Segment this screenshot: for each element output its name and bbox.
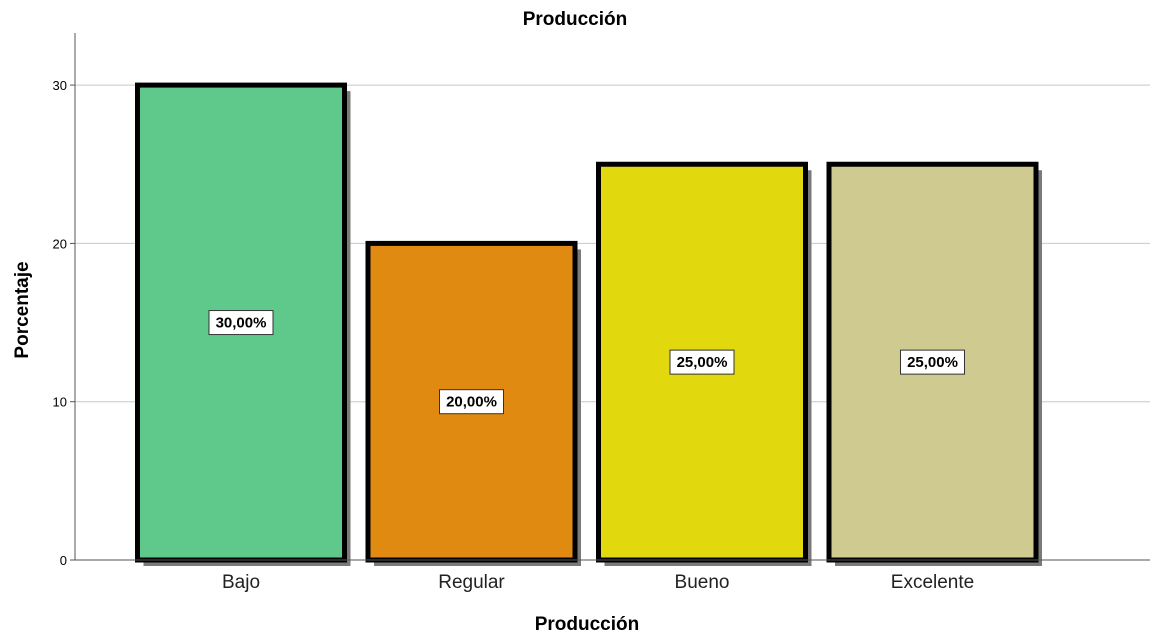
x-tick-label: Excelente [891, 572, 974, 593]
y-tick-label: 20 [53, 236, 67, 251]
data-label: 20,00% [446, 394, 497, 411]
chart-title: Producción [523, 9, 628, 30]
x-axis-title: Producción [535, 614, 640, 633]
data-label: 25,00% [907, 354, 958, 371]
data-label: 30,00% [216, 315, 267, 332]
y-axis-title: Porcentaje [12, 261, 33, 358]
bars [135, 82, 1042, 566]
y-tick-label: 30 [53, 78, 67, 93]
x-tick-labels: Bajo Regular Bueno Excelente [222, 572, 974, 593]
y-tick-labels: 0 10 20 30 [53, 78, 75, 568]
data-label-box [900, 349, 965, 375]
data-label: 25,00% [677, 354, 728, 371]
y-tick-label: 10 [53, 395, 67, 410]
axes [74, 33, 1150, 561]
data-labels: 30,00% 20,00% 25,00% 25,00% [208, 310, 965, 415]
x-tick-label: Bueno [675, 572, 730, 593]
x-tick-label: Regular [438, 572, 505, 593]
y-tick-label: 0 [60, 553, 67, 568]
data-label-box [669, 349, 735, 375]
x-tick-label: Bajo [222, 572, 260, 593]
data-label-box [208, 310, 274, 336]
bar-bueno [596, 161, 808, 563]
data-label-box [439, 389, 504, 415]
